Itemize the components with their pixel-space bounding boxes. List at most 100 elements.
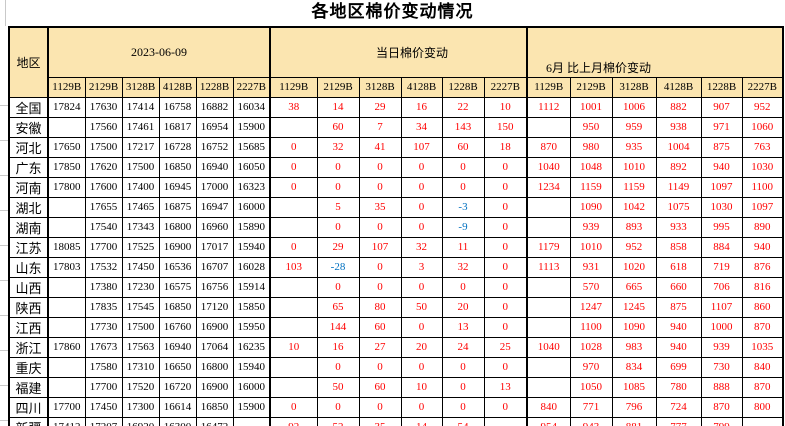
daily-change-cell[interactable] [269, 296, 318, 318]
price-cell[interactable]: 17630 [84, 96, 123, 118]
price-cell[interactable]: 16472 [195, 416, 234, 426]
daily-change-cell[interactable]: 0 [358, 216, 402, 238]
daily-change-cell[interactable]: 0 [316, 156, 360, 178]
daily-change-cell[interactable]: 14 [400, 416, 443, 426]
monthly-change-cell[interactable]: 892 [655, 156, 702, 178]
daily-change-cell[interactable]: 50 [400, 296, 443, 318]
daily-change-cell[interactable] [269, 316, 318, 338]
monthly-change-cell[interactable]: 1030 [700, 196, 743, 218]
price-cell[interactable]: 16900 [195, 316, 234, 338]
price-cell[interactable]: 17730 [84, 316, 123, 338]
monthly-change-cell[interactable]: 1010 [611, 156, 657, 178]
date-group-header[interactable]: 2023-06-09 [47, 26, 271, 78]
monthly-change-cell[interactable]: 1159 [569, 176, 613, 198]
daily-change-cell[interactable]: 0 [316, 356, 360, 378]
monthly-change-cell[interactable]: 706 [700, 276, 743, 298]
price-cell[interactable]: 17064 [195, 336, 234, 358]
monthly-change-cell[interactable]: 870 [741, 316, 784, 338]
price-cell[interactable]: 16752 [195, 136, 234, 158]
monthly-change-cell[interactable]: 980 [569, 136, 613, 158]
daily-change-cell[interactable]: 107 [400, 136, 443, 158]
price-cell[interactable]: 17800 [47, 176, 86, 198]
monthly-change-cell[interactable]: 935 [611, 136, 657, 158]
monthly-change-group-header[interactable]: 6月 比上月棉价变动 [526, 26, 784, 78]
daily-change-cell[interactable]: 107 [358, 236, 402, 258]
monthly-change-cell[interactable]: 1060 [741, 116, 784, 138]
daily-change-cell[interactable] [269, 196, 318, 218]
monthly-change-cell[interactable] [526, 296, 571, 318]
price-cell[interactable]: 16960 [195, 216, 234, 238]
price-cell[interactable]: 17000 [195, 176, 234, 198]
daily-change-cell[interactable] [269, 376, 318, 398]
price-cell[interactable]: 16235 [232, 336, 271, 358]
daily-change-cell[interactable]: 16 [400, 96, 443, 118]
price-cell[interactable]: 17300 [121, 396, 160, 418]
price-cell[interactable]: 15940 [232, 236, 271, 258]
monthly-change-cell[interactable]: 665 [611, 276, 657, 298]
price-cell[interactable]: 16000 [232, 196, 271, 218]
daily-change-cell[interactable]: 13 [441, 316, 485, 338]
price-cell[interactable]: 16728 [158, 136, 197, 158]
price-cell[interactable]: 17835 [84, 296, 123, 318]
daily-change-cell[interactable]: 60 [441, 136, 485, 158]
monthly-change-cell[interactable]: 1097 [741, 196, 784, 218]
daily-change-cell[interactable]: 29 [358, 96, 402, 118]
daily-change-cell[interactable]: 3 [400, 256, 443, 278]
daily-change-cell[interactable]: 0 [400, 156, 443, 178]
grade-column-header[interactable]: 3128B [358, 76, 402, 98]
daily-change-cell[interactable]: 50 [316, 376, 360, 398]
price-cell[interactable]: 16800 [158, 216, 197, 238]
price-cell[interactable]: 17412 [47, 416, 86, 426]
daily-change-cell[interactable]: 7 [358, 116, 402, 138]
price-cell[interactable]: 17120 [195, 296, 234, 318]
price-cell[interactable]: 16947 [195, 196, 234, 218]
monthly-change-cell[interactable]: 940 [655, 336, 702, 358]
daily-change-cell[interactable]: 0 [483, 176, 528, 198]
monthly-change-cell[interactable]: 777 [655, 416, 702, 426]
grade-column-header[interactable]: 4128B [655, 76, 702, 98]
region-cell[interactable]: 湖南 [8, 216, 49, 238]
daily-change-cell[interactable]: 0 [483, 276, 528, 298]
price-cell[interactable]: 16614 [158, 396, 197, 418]
daily-change-cell[interactable] [269, 116, 318, 138]
daily-change-cell[interactable]: 5 [316, 196, 360, 218]
monthly-change-cell[interactable]: 931 [569, 256, 613, 278]
price-cell[interactable]: 17343 [121, 216, 160, 238]
price-cell[interactable]: 17500 [84, 136, 123, 158]
price-cell[interactable]: 17450 [121, 256, 160, 278]
daily-change-cell[interactable]: 0 [441, 396, 485, 418]
daily-change-cell[interactable]: 0 [269, 396, 318, 418]
region-cell[interactable]: 广东 [8, 156, 49, 178]
daily-change-cell[interactable]: 0 [316, 176, 360, 198]
daily-change-cell[interactable]: 150 [483, 116, 528, 138]
monthly-change-cell[interactable]: 1113 [526, 256, 571, 278]
price-cell[interactable]: 16920 [121, 416, 160, 426]
price-cell[interactable]: 16536 [158, 256, 197, 278]
grade-column-header[interactable]: 2227B [232, 76, 271, 98]
daily-change-cell[interactable]: 0 [441, 276, 485, 298]
monthly-change-cell[interactable] [526, 216, 571, 238]
daily-change-cell[interactable]: 38 [269, 96, 318, 118]
region-cell[interactable]: 全国 [8, 96, 49, 118]
daily-change-cell[interactable]: 35 [358, 416, 402, 426]
monthly-change-cell[interactable]: 983 [611, 336, 657, 358]
monthly-change-cell[interactable]: 1035 [741, 336, 784, 358]
price-cell[interactable]: 17465 [121, 196, 160, 218]
monthly-change-cell[interactable]: 893 [611, 216, 657, 238]
monthly-change-cell[interactable]: 954 [526, 416, 571, 426]
region-cell[interactable]: 安徽 [8, 116, 49, 138]
price-cell[interactable] [47, 116, 86, 138]
monthly-change-cell[interactable] [741, 416, 784, 426]
price-cell[interactable]: 16850 [158, 296, 197, 318]
monthly-change-cell[interactable]: 870 [741, 376, 784, 398]
monthly-change-cell[interactable]: 1075 [655, 196, 702, 218]
monthly-change-cell[interactable]: 876 [741, 256, 784, 278]
price-cell[interactable]: 17217 [121, 136, 160, 158]
price-cell[interactable]: 16940 [195, 156, 234, 178]
daily-change-cell[interactable]: 0 [400, 176, 443, 198]
monthly-change-cell[interactable]: 1159 [611, 176, 657, 198]
region-cell[interactable]: 山西 [8, 276, 49, 298]
monthly-change-cell[interactable]: 1245 [611, 296, 657, 318]
monthly-change-cell[interactable]: 796 [611, 396, 657, 418]
grade-column-header[interactable]: 1129B [526, 76, 571, 98]
